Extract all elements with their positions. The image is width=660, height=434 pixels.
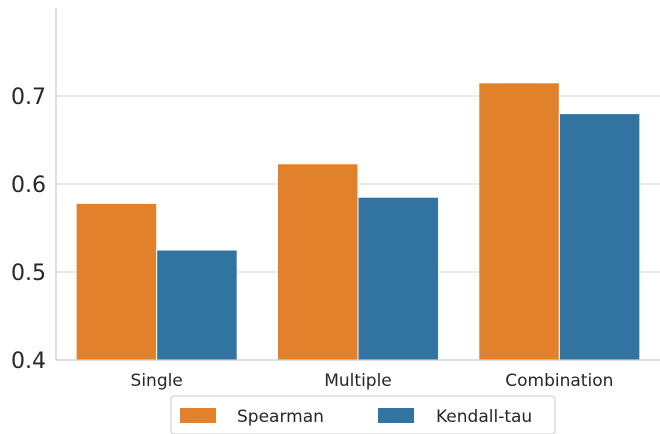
legend: Spearman Kendall-tau — [170, 395, 556, 434]
bars — [75, 82, 641, 361]
y-tick-label: 0.6 — [11, 173, 46, 198]
legend-label-kendall-tau: Kendall-tau — [436, 407, 532, 427]
y-tick-label: 0.5 — [11, 261, 46, 286]
x-tick-labels: Single Multiple Combination — [131, 371, 614, 391]
bar-kendall-tau-combination — [558, 113, 641, 361]
legend-swatch-spearman — [180, 408, 216, 423]
bar-kendall-tau-single — [156, 249, 238, 361]
y-tick-label: 0.7 — [11, 85, 46, 110]
legend-box — [170, 395, 556, 434]
bar-spearman-combination — [478, 82, 560, 361]
y-tick-labels: 0.4 0.5 0.6 0.7 — [11, 85, 46, 374]
x-tick-label-single: Single — [131, 371, 183, 391]
x-tick-label-combination: Combination — [505, 371, 613, 391]
bar-kendall-tau-multiple — [357, 196, 440, 361]
legend-label-spearman: Spearman — [237, 407, 324, 427]
bar-spearman-multiple — [276, 163, 359, 361]
x-tick-label-multiple: Multiple — [324, 371, 392, 391]
axes — [55, 8, 660, 361]
y-tick-label: 0.4 — [11, 349, 46, 374]
legend-swatch-kendall-tau — [378, 408, 414, 423]
bar-spearman-single — [75, 202, 158, 361]
